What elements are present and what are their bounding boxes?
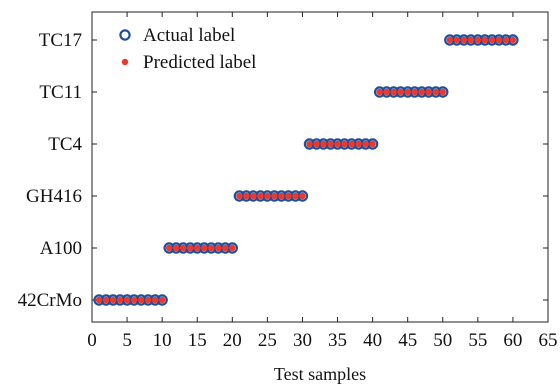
predicted-label-point xyxy=(327,140,334,148)
legend: Actual label Predicted label xyxy=(119,25,256,73)
predicted-label-point xyxy=(411,88,418,96)
predicted-label-point xyxy=(306,140,313,148)
predicted-label-point xyxy=(201,244,208,252)
predicted-label-point xyxy=(292,192,299,200)
plot-frame xyxy=(91,11,549,323)
predicted-label-point xyxy=(109,296,117,304)
predicted-label-point xyxy=(165,244,173,252)
x-tick-label: 10 xyxy=(153,330,172,351)
x-tick-label: 0 xyxy=(87,330,97,351)
predicted-label-point xyxy=(460,36,468,44)
predicted-label-point xyxy=(320,140,327,148)
x-tick-label: 5 xyxy=(122,330,132,351)
predicted-label-point xyxy=(495,36,503,44)
predicted-label-point xyxy=(158,296,166,304)
predicted-label-point xyxy=(348,140,355,148)
predicted-label-point xyxy=(250,192,257,200)
x-tick-label: 50 xyxy=(433,330,452,351)
predicted-label-point xyxy=(215,244,222,252)
predicted-label-point xyxy=(264,192,271,200)
x-tick-label: 45 xyxy=(398,330,417,351)
predicted-label-point xyxy=(229,244,236,252)
predicted-label-point xyxy=(488,36,496,44)
predicted-label-point xyxy=(404,88,411,96)
x-tick-label: 35 xyxy=(328,330,347,351)
predicted-label-point xyxy=(95,296,103,304)
predicted-label-point xyxy=(383,88,390,96)
predicted-label-point xyxy=(453,36,460,44)
predicted-label-point xyxy=(397,88,404,96)
y-tick-label: TC11 xyxy=(39,82,82,103)
legend-predicted-marker xyxy=(121,58,129,66)
predicted-label-point xyxy=(236,192,243,200)
predicted-label-point xyxy=(425,88,432,96)
x-tick-label: 25 xyxy=(258,330,277,351)
predicted-label-point xyxy=(243,192,250,200)
x-tick-label: 65 xyxy=(539,330,558,351)
predicted-label-point xyxy=(502,36,510,44)
predicted-label-point xyxy=(278,192,285,200)
x-tick-label: 15 xyxy=(188,330,207,351)
predicted-label-point xyxy=(130,296,138,304)
predicted-label-point xyxy=(390,88,397,96)
predicted-label-point xyxy=(362,140,369,148)
predicted-label-point xyxy=(102,296,110,304)
predicted-label-point xyxy=(481,36,489,44)
y-tick-label: 42CrMo xyxy=(18,290,82,311)
predicted-label-point xyxy=(172,244,180,252)
predicted-label-point xyxy=(376,88,383,96)
x-axis: 0 5 10 15 20 25 30 35 40 45 50 55 60 65 xyxy=(87,12,558,351)
predicted-label-point xyxy=(355,140,362,148)
predicted-label-point xyxy=(299,192,306,200)
predicted-label-point xyxy=(187,244,194,252)
predicted-label-point xyxy=(334,140,341,148)
predicted-label-point xyxy=(313,140,320,148)
x-tick-label: 55 xyxy=(468,330,487,351)
predicted-label-point xyxy=(418,88,425,96)
predicted-label-point xyxy=(222,244,229,252)
x-tick-label: 20 xyxy=(223,330,242,351)
predicted-label-point xyxy=(474,36,482,44)
y-tick-label: A100 xyxy=(40,238,82,259)
series-layer xyxy=(93,34,519,306)
predicted-label-point xyxy=(151,296,159,304)
legend-actual-label: Actual label xyxy=(143,25,235,46)
predicted-label-point xyxy=(194,244,201,252)
x-tick-label: 30 xyxy=(293,330,312,351)
x-tick-label: 60 xyxy=(503,330,522,351)
predicted-label-point xyxy=(144,296,152,304)
predicted-label-point xyxy=(116,296,124,304)
legend-actual-marker xyxy=(119,29,131,41)
y-axis: 42CrMo A100 GH416 TC4 TC11 TC17 xyxy=(18,30,548,311)
predicted-label-point xyxy=(341,140,348,148)
predicted-label-point xyxy=(180,244,187,252)
y-tick-label: TC17 xyxy=(39,30,82,51)
predicted-label-point xyxy=(285,192,292,200)
y-tick-label: TC4 xyxy=(48,134,82,155)
predicted-label-point xyxy=(123,296,131,304)
x-tick-label: 40 xyxy=(363,330,382,351)
predicted-label-point xyxy=(439,88,446,96)
predicted-label-point xyxy=(257,192,264,200)
predicted-label-point xyxy=(137,296,145,304)
predicted-label-point xyxy=(271,192,278,200)
predicted-label-point xyxy=(509,36,517,44)
legend-predicted-label: Predicted label xyxy=(143,52,256,73)
predicted-label-point xyxy=(446,36,453,44)
predicted-label-point xyxy=(432,88,439,96)
predicted-label-point xyxy=(208,244,215,252)
predicted-label-point xyxy=(467,36,475,44)
predicted-label-point xyxy=(369,140,376,148)
y-tick-label: GH416 xyxy=(26,186,82,207)
x-axis-label: Test samples xyxy=(274,364,366,384)
